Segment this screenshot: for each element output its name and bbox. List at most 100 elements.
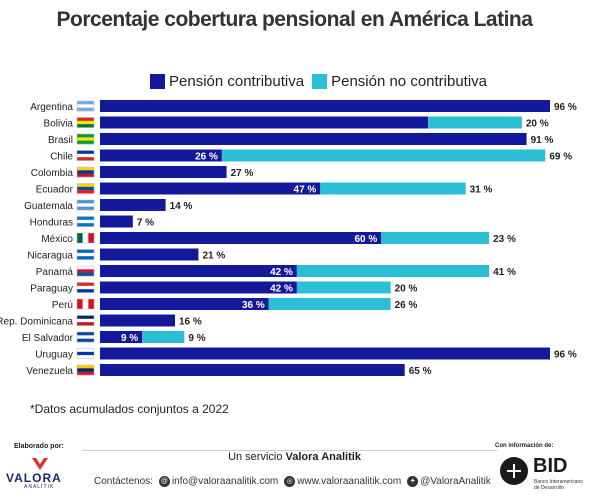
category-label-guatemala: Guatemala — [24, 201, 73, 212]
footnote: *Datos acumulados conjuntos a 2022 — [30, 402, 229, 416]
bar-bolivia-no-contributiva — [428, 116, 522, 129]
data-label-ecuador-contributiva: 47 % — [294, 185, 317, 196]
bar-guatemala-contributiva — [100, 199, 166, 211]
bar-panama-no-contributiva — [296, 265, 490, 277]
twitter-icon: ✦ — [407, 476, 419, 487]
flag-colombia-icon — [76, 166, 95, 178]
flag-nicaragua-icon — [76, 249, 95, 260]
flag-ecuador-icon — [76, 183, 95, 194]
bar-paraguay-no-contributiva — [296, 281, 391, 294]
contact-twitter-link[interactable]: @ValoraAnalitik — [420, 476, 491, 487]
data-label-rep-dominicana-contributiva: 16 % — [179, 317, 202, 328]
servicio-prefix: Un servicio — [228, 451, 286, 463]
bar-mexico-no-contributiva — [381, 232, 490, 244]
bar-venezuela-contributiva — [100, 364, 405, 376]
category-label-uruguay: Uruguay — [35, 350, 73, 361]
data-label-colombia-contributiva: 27 % — [231, 168, 254, 179]
flag-mexico-icon — [76, 232, 95, 244]
category-label-panama: Panamá — [36, 267, 74, 278]
bar-rep-dominicana-contributiva — [100, 314, 175, 327]
contact-label: Contáctenos: — [94, 476, 153, 487]
servicio-brand: Valora Analitik — [285, 451, 361, 463]
flag-el-salvador-icon — [76, 331, 95, 343]
bid-logo-name: BID — [533, 455, 568, 477]
flag-uruguay-icon — [76, 348, 95, 359]
bar-mexico-contributiva — [100, 232, 382, 244]
bar-panama-contributiva — [100, 265, 297, 277]
flag-argentina-icon — [76, 100, 95, 112]
category-label-paraguay: Paraguay — [30, 284, 73, 295]
bar-bolivia-contributiva — [100, 116, 429, 129]
category-label-nicaragua: Nicaragua — [27, 251, 73, 262]
bar-brasil-contributiva — [100, 133, 527, 145]
bar-chart: Argentina 96 % Bolivia 20 % Brasil 91 % Chile 2… — [0, 100, 577, 377]
flag-bolivia-icon — [76, 117, 95, 128]
contact-email-link[interactable]: info@valoraanalitik.com — [171, 476, 279, 487]
valora-logo-name: VALORA — [6, 471, 62, 485]
bar-chile-no-contributiva — [221, 149, 546, 162]
bar-ecuador-contributiva — [100, 182, 321, 195]
data-label-el-salvador-no-contributiva: 9 % — [188, 333, 205, 344]
bar-ecuador-no-contributiva — [320, 182, 466, 195]
data-label-uruguay-contributiva: 96 % — [554, 350, 577, 361]
bar-nicaragua-contributiva — [100, 248, 199, 261]
data-label-paraguay-contributiva: 42 % — [270, 284, 293, 295]
valora-logo-sub: ANALITIK — [24, 484, 55, 490]
globe-icon: ◎ — [284, 476, 296, 487]
data-label-guatemala-contributiva: 14 % — [170, 201, 193, 212]
data-label-honduras-contributiva: 7 % — [137, 218, 154, 229]
contact-row: Contáctenos: @ info@valoraanalitik.com ◎… — [94, 476, 491, 487]
data-label-paraguay-no-contributiva: 20 % — [395, 284, 418, 295]
legend-item-no-contributiva: Pensión no contributiva — [312, 73, 487, 90]
valora-logo-icon — [32, 458, 48, 470]
flag-paraguay-icon — [76, 282, 95, 293]
flag-venezuela-icon — [76, 364, 95, 376]
data-label-brasil-contributiva: 91 % — [531, 135, 554, 146]
flag-brasil-icon — [76, 133, 95, 145]
bid-logo-sub: Banco Interamericano de Desarrollo — [534, 479, 583, 491]
data-label-nicaragua-contributiva: 21 % — [202, 251, 225, 262]
email-icon: @ — [158, 476, 170, 487]
data-label-chile-contributiva: 26 % — [195, 152, 218, 163]
category-label-ecuador: Ecuador — [36, 185, 74, 196]
category-label-mexico: México — [41, 234, 73, 245]
bar-el-salvador-no-contributiva — [142, 331, 185, 343]
bar-peru-contributiva — [100, 298, 269, 310]
bar-uruguay-contributiva — [100, 347, 550, 360]
category-label-el-salvador: El Salvador — [22, 333, 74, 344]
legend-swatch-no-contributiva — [312, 73, 328, 89]
elaborado-label: Elaborado por: — [14, 443, 64, 450]
bar-chile-contributiva — [100, 149, 222, 162]
data-label-peru-contributiva: 36 % — [242, 300, 265, 311]
legend: Pensión contributiva Pensión no contribu… — [150, 72, 495, 90]
flag-guatemala-icon — [76, 199, 95, 211]
category-label-bolivia: Bolivia — [44, 119, 74, 130]
data-label-mexico-no-contributiva: 23 % — [493, 234, 516, 245]
category-label-argentina: Argentina — [30, 102, 73, 113]
flag-chile-icon — [76, 150, 95, 161]
chart-title: Porcentaje cobertura pensional en Améric… — [56, 8, 533, 31]
contact-web-link[interactable]: www.valoraanalitik.com — [297, 476, 402, 487]
footer-divider — [82, 450, 497, 451]
flag-panama-icon — [76, 265, 95, 277]
category-label-rep-dominicana: Rep. Dominicana — [0, 317, 73, 328]
category-label-colombia: Colombia — [31, 168, 74, 179]
data-label-peru-no-contributiva: 26 % — [395, 300, 418, 311]
data-label-ecuador-no-contributiva: 31 % — [470, 185, 493, 196]
flag-peru-icon — [76, 298, 95, 310]
bid-logo-icon — [500, 457, 528, 485]
legend-swatch-contributiva — [150, 73, 165, 89]
bar-el-salvador-contributiva — [100, 331, 143, 343]
category-label-honduras: Honduras — [30, 218, 73, 229]
legend-label-no-contributiva: Pensión no contributiva — [331, 72, 488, 90]
category-label-brasil: Brasil — [48, 135, 73, 146]
data-label-chile-no-contributiva: 69 % — [549, 152, 572, 163]
data-label-mexico-contributiva: 60 % — [354, 234, 377, 245]
data-label-bolivia-no-contributiva: 20 % — [526, 119, 549, 130]
category-label-chile: Chile — [50, 152, 73, 163]
data-label-argentina-contributiva: 96 % — [554, 102, 577, 113]
flag-honduras-icon — [76, 216, 95, 227]
data-label-el-salvador-contributiva: 9 % — [121, 333, 138, 344]
bar-colombia-contributiva — [100, 166, 227, 178]
category-label-peru: Perú — [52, 300, 73, 311]
